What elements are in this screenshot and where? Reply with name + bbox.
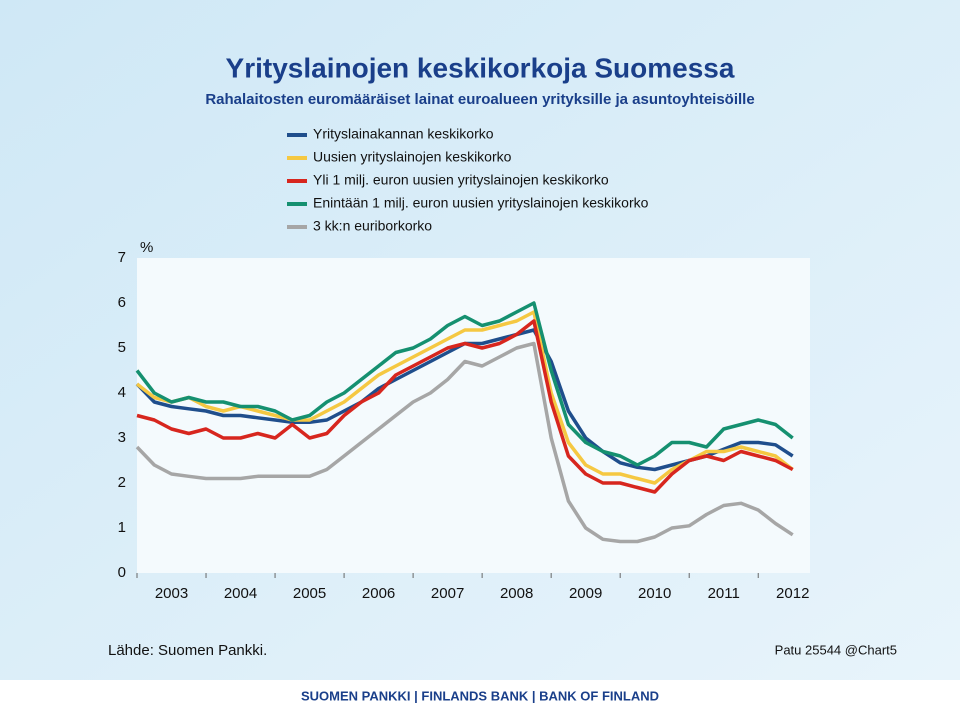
y-tick-label: 6 xyxy=(118,294,126,311)
x-tick-label: 2009 xyxy=(569,585,602,602)
y-tick-label: 2 xyxy=(118,474,126,491)
y-tick-label: 0 xyxy=(118,564,126,581)
x-tick-label: 2003 xyxy=(155,585,188,602)
y-tick-label: 3 xyxy=(118,429,126,446)
series-line xyxy=(135,341,794,544)
footer: SUOMEN PANKKI | FINLANDS BANK | BANK OF … xyxy=(301,688,659,703)
chart-title: Yrityslainojen keskikorkoja Suomessa xyxy=(226,52,735,83)
y-tick-label: 4 xyxy=(118,384,126,401)
legend-label: Yli 1 milj. euron uusien yrityslainojen … xyxy=(313,172,609,188)
y-unit: % xyxy=(140,239,153,256)
chart-subtitle: Rahalaitosten euromääräiset lainat euroa… xyxy=(205,91,754,108)
chart-id: Patu 25544 @Chart5 xyxy=(775,642,897,657)
x-tick-label: 2012 xyxy=(776,585,809,602)
x-tick-label: 2006 xyxy=(362,585,395,602)
legend-label: 3 kk:n euriborkorko xyxy=(313,218,432,234)
y-tick-label: 1 xyxy=(118,519,126,536)
legend-label: Enintään 1 milj. euron uusien yrityslain… xyxy=(313,195,649,211)
footer-band xyxy=(0,680,960,707)
x-tick-label: 2010 xyxy=(638,585,671,602)
legend-label: Uusien yrityslainojen keskikorko xyxy=(313,149,512,165)
x-tick-label: 2005 xyxy=(293,585,326,602)
legend-label: Yrityslainakannan keskikorko xyxy=(313,126,494,142)
x-tick-label: 2011 xyxy=(708,585,740,602)
x-tick-label: 2004 xyxy=(224,585,257,602)
x-tick-label: 2008 xyxy=(500,585,533,602)
y-tick-label: 5 xyxy=(118,339,126,356)
series-line xyxy=(136,319,794,494)
series-line xyxy=(135,301,794,467)
x-tick-label: 2007 xyxy=(431,585,464,602)
y-tick-label: 7 xyxy=(118,249,126,266)
source: Lähde: Suomen Pankki. xyxy=(108,642,267,659)
